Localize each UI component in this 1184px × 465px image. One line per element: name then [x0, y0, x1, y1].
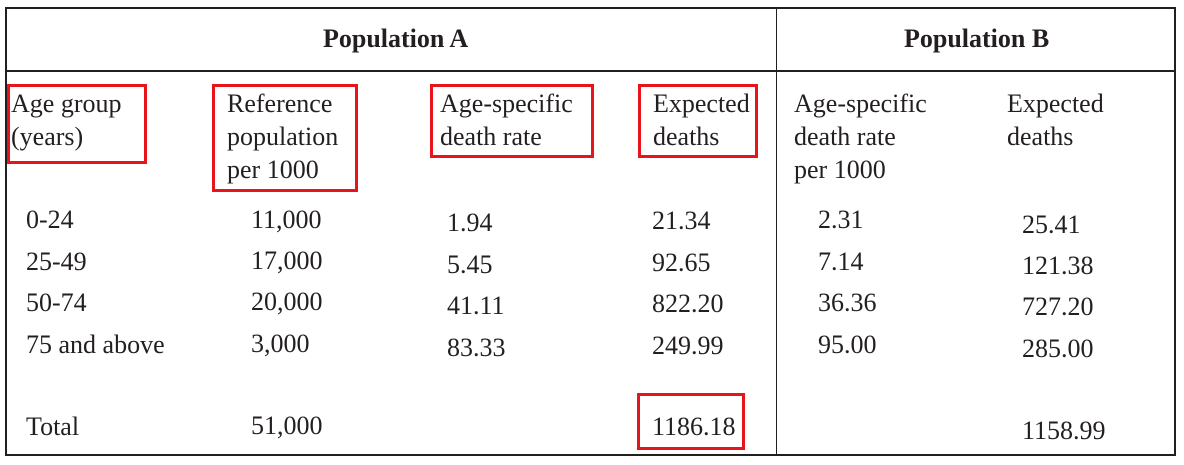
cell-rate-b: 7.14 [818, 247, 864, 276]
cell-rate-a: 5.45 [447, 250, 493, 279]
total-deaths-b: 1158.99 [1022, 416, 1106, 445]
header-age-group: Age group (years) [11, 89, 122, 151]
highlight-total-deaths-a [637, 393, 745, 450]
cell-age: 50-74 [26, 288, 87, 317]
cell-deaths-a: 822.20 [652, 289, 724, 318]
population-b-title: Population B [904, 24, 1050, 53]
header-expected-deaths-a: Expected deaths [653, 89, 750, 151]
cell-age: 0-24 [26, 205, 74, 234]
total-label: Total [26, 412, 80, 441]
header-death-rate-a: Age-specific death rate [440, 89, 573, 151]
cell-reference: 11,000 [251, 205, 322, 234]
cell-reference: 17,000 [251, 246, 323, 275]
total-reference: 51,000 [251, 411, 323, 440]
cell-rate-b: 95.00 [818, 330, 877, 359]
cell-deaths-a: 92.65 [652, 248, 711, 277]
cell-reference: 20,000 [251, 287, 323, 316]
cell-rate-a: 83.33 [447, 333, 506, 362]
population-a-title: Population A [323, 24, 469, 53]
cell-deaths-a: 21.34 [652, 206, 711, 235]
cell-deaths-b: 285.00 [1022, 334, 1094, 363]
cell-age: 75 and above [26, 330, 165, 359]
cell-rate-b: 2.31 [818, 205, 864, 234]
highlight-death-rate-a [430, 84, 594, 158]
header-reference-population: Reference population per 1000 [227, 89, 339, 184]
highlight-age-group [7, 84, 147, 164]
highlight-expected-deaths-a [638, 84, 758, 158]
cell-deaths-a: 249.99 [652, 331, 724, 360]
population-divider [776, 7, 777, 456]
header-expected-deaths-b: Expected deaths [1007, 89, 1104, 151]
table-frame [5, 7, 1176, 456]
cell-age: 25-49 [26, 247, 87, 276]
cell-rate-a: 41.11 [447, 291, 505, 320]
cell-deaths-b: 121.38 [1022, 251, 1094, 280]
cell-deaths-b: 727.20 [1022, 292, 1094, 321]
total-deaths-a: 1186.18 [652, 412, 736, 441]
highlight-reference-population [212, 84, 358, 192]
cell-reference: 3,000 [251, 329, 310, 358]
header-death-rate-b: Age-specific death rate per 1000 [794, 89, 927, 184]
header-divider [5, 70, 1176, 72]
cell-deaths-b: 25.41 [1022, 210, 1081, 239]
cell-rate-a: 1.94 [447, 208, 493, 237]
cell-rate-b: 36.36 [818, 288, 877, 317]
